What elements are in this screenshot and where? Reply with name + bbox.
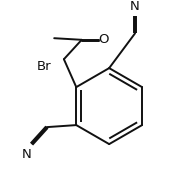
Text: N: N <box>130 0 140 13</box>
Text: O: O <box>98 33 108 46</box>
Text: Br: Br <box>37 60 52 73</box>
Text: N: N <box>22 148 32 161</box>
